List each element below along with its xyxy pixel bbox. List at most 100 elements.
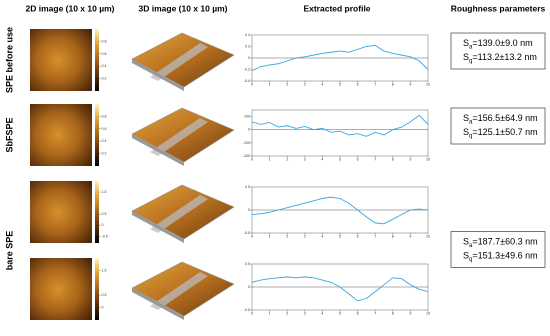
profile-line [251, 114, 429, 137]
x-tick-label: 7 [374, 234, 376, 238]
x-tick-label: 7 [374, 311, 376, 315]
x-tick-label: 6 [357, 157, 359, 161]
x-tick-label: 9 [409, 234, 411, 238]
y-tick-label: 0 [248, 285, 250, 289]
profile-frame [251, 109, 429, 157]
x-tick-label: 4 [321, 311, 323, 315]
profile-line [251, 196, 429, 225]
x-tick-label: 2 [286, 311, 288, 315]
value: =151.3±49.6 nm [472, 251, 537, 261]
symbol: S [463, 52, 469, 62]
profile-cut-plane [150, 43, 208, 81]
column-header: Extracted profile [303, 3, 370, 13]
y-tick-label: -0.5 [244, 308, 250, 312]
afm-3d-base [132, 211, 184, 243]
x-tick-label: 7 [374, 157, 376, 161]
y-tick-label: -0.4 [244, 79, 250, 83]
column-header: 2D image (10 x 10 µm) [26, 3, 115, 13]
colorbar [95, 181, 99, 243]
colorbar-tick-label: 0.2 [102, 77, 107, 81]
y-tick-label: -200 [243, 154, 250, 158]
column-header: 3D image (10 x 10 µm) [139, 3, 228, 13]
symbol: S [463, 38, 469, 48]
colorbar-tick-label: 0.5 [102, 293, 107, 297]
y-tick-label: 0 [248, 208, 250, 212]
x-tick-label: 10 [426, 234, 430, 238]
colorbar-tick-label: 1.5 [102, 190, 107, 194]
row-label: SPE before use [4, 27, 14, 93]
y-tick-label: 100 [244, 115, 250, 119]
y-tick-label: 0 [248, 128, 250, 132]
x-tick-label: 3 [304, 157, 306, 161]
roughness-box [450, 231, 546, 268]
roughness-value: Sa=139.0±9.0 nm [463, 38, 533, 50]
profile-line [251, 276, 429, 302]
x-tick-label: 5 [339, 82, 341, 86]
row-label: SbFSPE [4, 117, 14, 152]
subscript: q [469, 133, 472, 139]
afm-2d-image [30, 104, 92, 166]
value: =156.5±64.9 nm [472, 113, 537, 123]
x-tick-label: 0 [251, 234, 253, 238]
x-tick-label: 9 [409, 157, 411, 161]
row-label: bare SPE [4, 231, 14, 271]
profile-cut-plane [150, 272, 208, 310]
x-tick-label: 1 [269, 82, 271, 86]
y-tick-label: -100 [243, 141, 250, 145]
x-tick-label: 2 [286, 234, 288, 238]
value: =125.1±50.7 nm [472, 127, 537, 137]
subscript: a [469, 119, 473, 125]
y-tick-label: 0 [248, 56, 250, 60]
symbol: S [463, 113, 469, 123]
symbol: S [463, 251, 469, 261]
x-tick-label: 5 [339, 157, 341, 161]
roughness-value: Sq=125.1±50.7 nm [463, 127, 538, 139]
subscript: q [469, 58, 472, 64]
colorbar-tick-label: 1.5 [102, 268, 107, 272]
x-tick-label: 9 [409, 82, 411, 86]
profile-cut-plane [150, 118, 208, 156]
colorbar-tick-label: 0.2 [102, 152, 107, 156]
x-tick-label: 0 [251, 311, 253, 315]
afm-3d-base [132, 59, 184, 91]
afm-2d-image [30, 258, 92, 320]
x-tick-label: 2 [286, 82, 288, 86]
colorbar-tick-label: 0.6 [102, 127, 107, 131]
x-tick-label: 1 [269, 311, 271, 315]
y-tick-label: -0.2 [244, 67, 250, 71]
y-tick-label: 0.5 [245, 185, 250, 189]
value: =113.2±13.2 nm [472, 52, 537, 62]
colorbar [95, 29, 99, 91]
x-tick-label: 3 [304, 82, 306, 86]
x-tick-label: 7 [374, 82, 376, 86]
x-tick-label: 5 [339, 311, 341, 315]
colorbar-tick-label: 0.5 [102, 212, 107, 216]
x-tick-label: 8 [392, 82, 394, 86]
colorbar-tick-label: 0.4 [102, 139, 107, 143]
y-tick-label: 0.4 [245, 33, 250, 37]
x-tick-label: 8 [392, 157, 394, 161]
x-tick-label: 0 [251, 157, 253, 161]
y-tick-label: 0.2 [245, 44, 250, 48]
roughness-box [450, 107, 546, 145]
colorbar-tick-label: 0 [102, 306, 104, 310]
afm-3d-base [132, 134, 184, 166]
y-tick-label: 0.5 [245, 262, 250, 266]
roughness-value: Sq=151.3±49.6 nm [463, 251, 538, 263]
value: =139.0±9.0 nm [472, 38, 532, 48]
x-tick-label: 3 [304, 311, 306, 315]
x-tick-label: 4 [321, 234, 323, 238]
roughness-value: Sa=156.5±64.9 nm [463, 113, 538, 125]
x-tick-label: 1 [269, 157, 271, 161]
profile-cut-plane [150, 195, 208, 233]
colorbar-tick-label: 0.8 [102, 114, 107, 118]
column-header: Roughness parameters [451, 3, 546, 13]
colorbar-tick-label: 0 [102, 223, 104, 227]
subscript: a [469, 243, 473, 249]
x-tick-label: 6 [357, 311, 359, 315]
x-tick-label: 10 [426, 157, 430, 161]
x-tick-label: 8 [392, 311, 394, 315]
x-tick-label: 3 [304, 234, 306, 238]
x-tick-label: 1 [269, 234, 271, 238]
